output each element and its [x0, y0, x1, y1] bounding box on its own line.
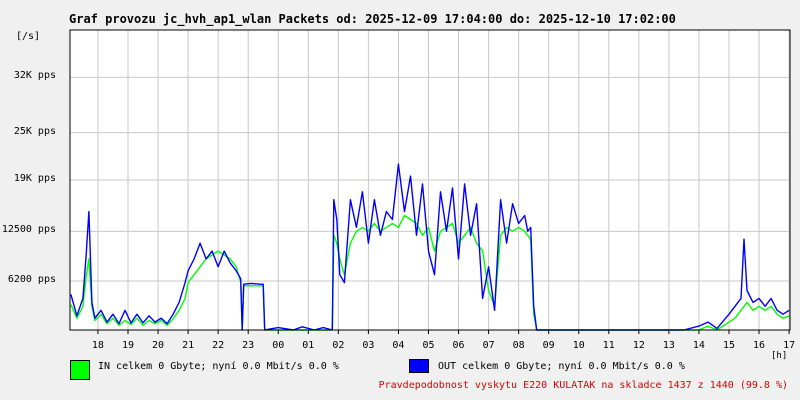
y-tick-label: 25K pps — [13, 125, 56, 137]
y-tick-label: 19K pps — [13, 173, 56, 184]
x-tick-label: 21 — [182, 340, 195, 351]
x-tick-label: 15 — [722, 340, 735, 351]
x-tick-label: 16 — [753, 340, 766, 351]
x-tick-label: 14 — [692, 340, 705, 351]
x-tick-label: 07 — [482, 340, 495, 351]
x-tick-label: 20 — [152, 340, 165, 351]
x-tick-label: 11 — [602, 340, 615, 351]
chart-title: Graf provozu jc_hvh_ap1_wlan Packets od:… — [69, 12, 676, 26]
x-tick-label: 19 — [121, 340, 134, 351]
x-tick-label: 18 — [91, 340, 104, 351]
x-tick-label: 09 — [542, 340, 555, 351]
y-tick-label: 32K pps — [13, 70, 56, 82]
y-tick-label: 6200 pps — [7, 274, 56, 286]
legend-out-text: OUT celkem 0 Gbyte; nyní 0.0 Mbit/s 0.0 … — [438, 361, 685, 372]
y-tick-label: 12500 pps — [1, 224, 56, 236]
x-tick-label: 23 — [242, 340, 255, 351]
x-tick-label: 05 — [422, 340, 435, 351]
x-tick-label: 17 — [783, 340, 796, 351]
footer-note: Pravdepodobnost vyskytu E220 KULATAK na … — [378, 380, 788, 391]
x-tick-label: 06 — [452, 340, 465, 351]
x-axis-unit: [h] — [771, 351, 788, 361]
x-tick-label: 10 — [572, 340, 585, 351]
x-tick-label: 13 — [662, 340, 675, 351]
y-axis-unit: [/s] — [16, 31, 41, 42]
x-tick-label: 22 — [212, 340, 225, 351]
legend-in-swatch — [70, 360, 90, 380]
x-tick-label: 00 — [272, 340, 285, 351]
plot-border — [69, 29, 791, 331]
x-tick-label: 12 — [632, 340, 645, 351]
x-tick-label: 01 — [302, 340, 315, 351]
x-tick-label: 02 — [332, 340, 345, 351]
legend-out-swatch — [409, 359, 429, 373]
legend-in-text: IN celkem 0 Gbyte; nyní 0.0 Mbit/s 0.0 % — [98, 361, 339, 372]
x-tick-label: 03 — [362, 340, 375, 351]
x-tick-label: 04 — [392, 340, 405, 351]
x-tick-label: 08 — [512, 340, 525, 351]
